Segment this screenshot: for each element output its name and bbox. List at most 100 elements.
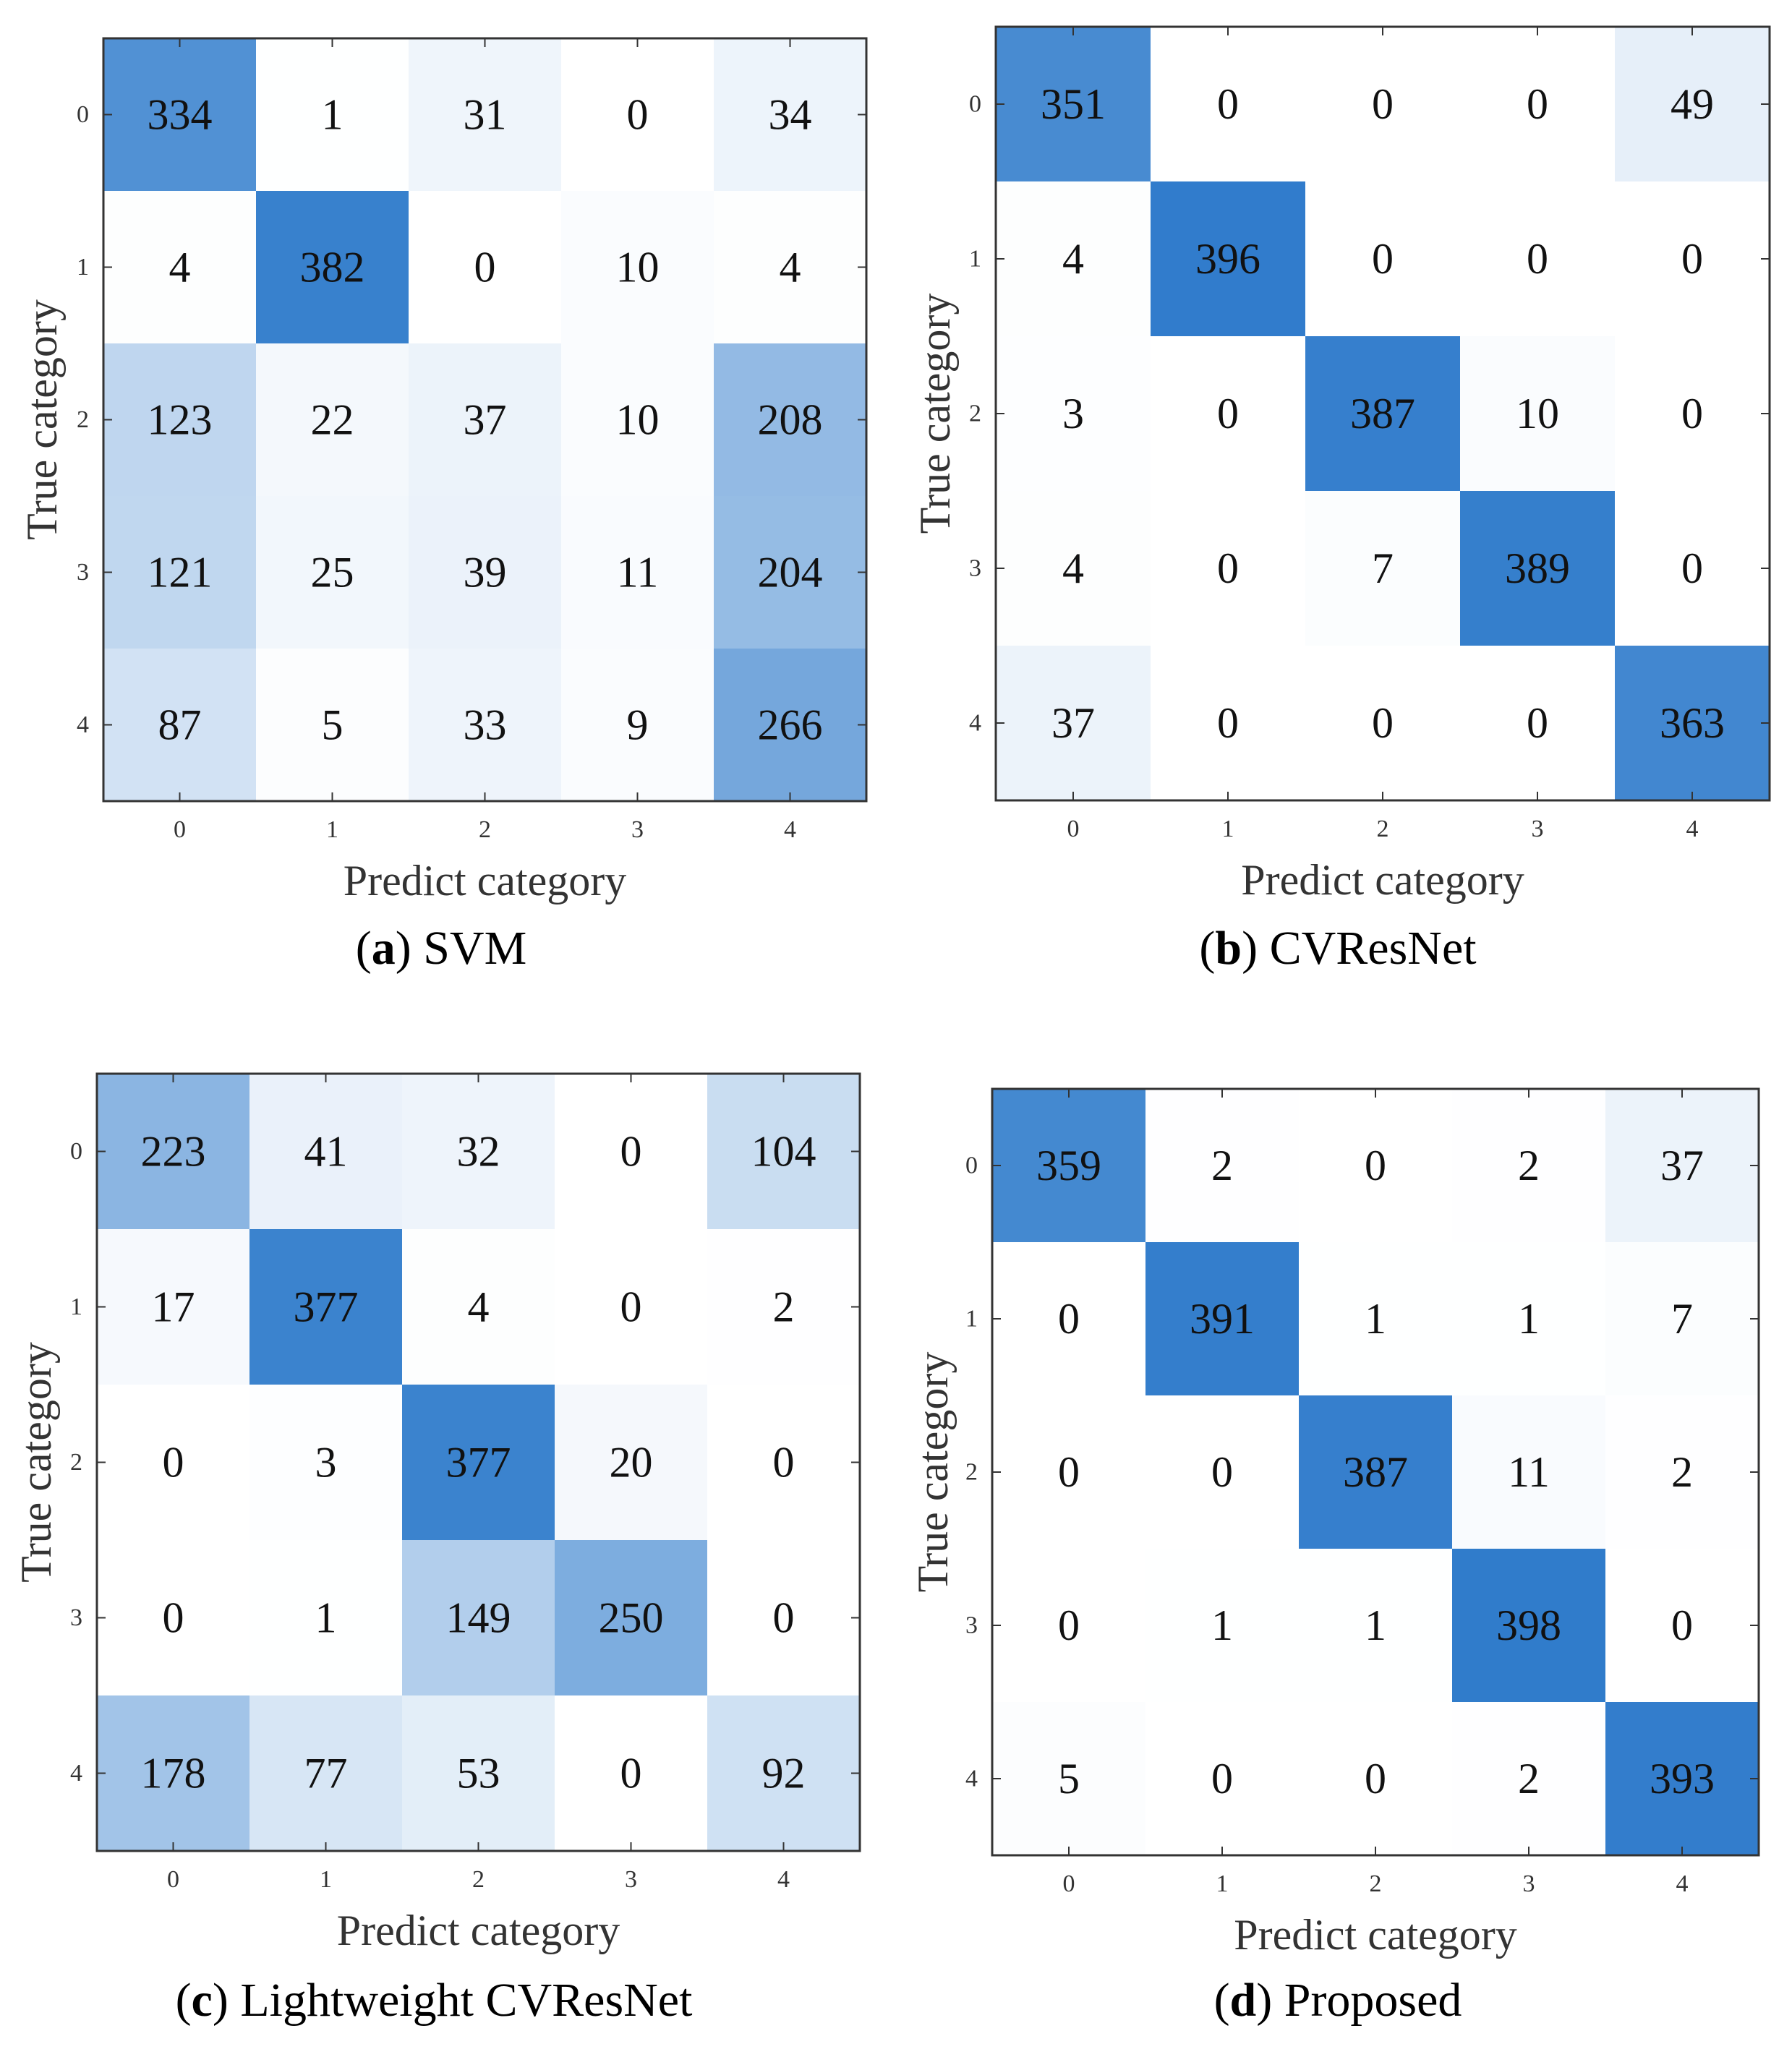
heatmap-cell-r3-c0	[992, 1549, 1145, 1702]
cell-label-r1-c0: 17	[152, 1283, 195, 1331]
x-tick-label: 1	[326, 816, 338, 843]
heatmap-cell-r4-c0	[992, 1702, 1145, 1855]
y-axis-title: True category	[18, 299, 66, 540]
y-axis-title: True category	[909, 1352, 957, 1593]
heatmap-cell-r0-c4	[714, 38, 866, 191]
heatmap-cell-r3-c2	[1299, 1549, 1452, 1702]
cell-label-r1-c2: 4	[468, 1283, 490, 1331]
cell-label-r0-c1: 2	[1211, 1142, 1233, 1189]
cell-label-r3-c3: 250	[599, 1594, 664, 1642]
x-tick-label: 1	[320, 1866, 332, 1893]
cell-label-r2-c4: 0	[1681, 390, 1703, 437]
heatmap-cell-r1-c2	[1299, 1242, 1452, 1395]
x-tick-label: 0	[174, 816, 186, 843]
y-tick-label: 4	[969, 710, 981, 737]
heatmap-cell-r0-c1	[256, 38, 409, 191]
cell-label-r2-c3: 10	[616, 396, 660, 444]
x-tick-label: 2	[479, 816, 491, 843]
heatmap-cell-r3-c1	[1145, 1549, 1299, 1702]
heatmap-cell-r0-c1	[1145, 1089, 1299, 1242]
x-tick-label: 2	[1370, 1870, 1382, 1897]
heatmap-cell-r0-c4	[1615, 27, 1770, 181]
cell-label-r3-c4: 0	[1681, 544, 1703, 592]
heatmap-cell-r1-c3	[561, 191, 714, 343]
cell-label-r2-c1: 0	[1217, 390, 1239, 437]
heatmap-cell-r3-c1	[256, 496, 409, 649]
cell-label-r1-c0: 0	[1058, 1295, 1080, 1343]
cell-label-r4-c2: 0	[1372, 699, 1394, 747]
heatmap-cell-r1-c3	[1460, 181, 1615, 336]
heatmap-cell-r1-c4	[1605, 1242, 1759, 1395]
y-tick-label: 0	[965, 1152, 978, 1179]
x-tick-label: 4	[1676, 1870, 1689, 1897]
heatmap-cell-r0-c2	[409, 38, 561, 191]
cell-label-r3-c4: 0	[773, 1594, 795, 1642]
cell-label-r0-c3: 0	[620, 1128, 642, 1176]
cell-label-r4-c3: 2	[1518, 1755, 1540, 1802]
cell-label-r0-c4: 37	[1660, 1142, 1704, 1189]
heatmap-cell-r1-c4	[707, 1229, 860, 1385]
heatmap-cell-r0-c0	[992, 1089, 1145, 1242]
cell-label-r1-c3: 0	[1527, 235, 1548, 283]
cell-label-r2-c4: 208	[758, 396, 823, 444]
cell-label-r0-c2: 32	[457, 1128, 500, 1176]
heatmap-cell-r0-c3	[561, 38, 714, 191]
cell-label-r4-c1: 5	[322, 701, 344, 749]
caption-text: SVM	[423, 922, 526, 975]
cell-label-r1-c3: 10	[616, 244, 660, 291]
heatmap-cell-r0-c3	[555, 1074, 707, 1229]
heatmap-cell-r4-c2	[402, 1695, 555, 1851]
heatmap-cell-r1-c4	[1615, 181, 1770, 336]
panel-caption: (d) Proposed	[1214, 1974, 1462, 2027]
heatmap-cell-r2-c4	[1615, 336, 1770, 491]
panel-caption: (a) SVM	[356, 922, 527, 975]
cell-label-r4-c0: 5	[1058, 1755, 1080, 1802]
cell-label-r1-c3: 0	[620, 1283, 642, 1331]
heatmap-cell-r3-c4	[1615, 491, 1770, 646]
cell-label-r1-c0: 4	[1062, 235, 1084, 283]
y-tick-label: 4	[965, 1766, 978, 1792]
y-tick-label: 0	[969, 91, 981, 118]
heatmap-cell-r4-c2	[409, 649, 561, 801]
cell-label-r0-c0: 351	[1041, 80, 1106, 128]
x-tick-label: 0	[167, 1866, 179, 1893]
heatmap-cell-r3-c0	[996, 491, 1151, 646]
heatmap-cell-r2-c2	[409, 343, 561, 496]
heatmap-cell-r2-c3	[555, 1385, 707, 1540]
cell-label-r3-c3: 11	[617, 549, 659, 596]
heatmap-cell-r3-c3	[561, 496, 714, 649]
cell-label-r4-c1: 77	[304, 1750, 348, 1797]
cell-label-r3-c2: 39	[464, 549, 507, 596]
x-tick-label: 3	[1523, 1870, 1535, 1897]
heatmap-cell-r2-c4	[1605, 1395, 1759, 1549]
cell-label-r4-c4: 393	[1650, 1755, 1715, 1802]
heatmap-cell-r2-c2	[1299, 1395, 1452, 1549]
caption-letter: c	[192, 1974, 213, 2027]
y-axis-title: True category	[12, 1342, 60, 1583]
cell-label-r4-c2: 33	[464, 701, 507, 749]
heatmap-cell-r1-c2	[409, 191, 561, 343]
caption-letter: b	[1215, 922, 1242, 975]
heatmap-cell-r4-c1	[1151, 646, 1305, 800]
heatmap-cell-r4-c3	[555, 1695, 707, 1851]
y-tick-label: 1	[965, 1306, 978, 1333]
cell-label-r2-c3: 11	[1508, 1448, 1550, 1496]
cell-label-r4-c1: 0	[1211, 1755, 1233, 1802]
heatmap-cell-r2-c3	[1452, 1395, 1605, 1549]
cell-label-r2-c2: 387	[1350, 390, 1415, 437]
cell-label-r2-c4: 2	[1671, 1448, 1693, 1496]
cell-label-r4-c4: 363	[1660, 699, 1725, 747]
cell-label-r0-c0: 223	[141, 1128, 206, 1176]
cell-label-r3-c1: 1	[315, 1594, 337, 1642]
panel-caption: (b) CVResNet	[1199, 922, 1476, 975]
heatmap-cell-r0-c3	[1460, 27, 1615, 181]
caption-open-paren: (	[176, 1974, 192, 2027]
caption-letter: a	[372, 922, 396, 975]
cell-label-r0-c4: 104	[751, 1128, 816, 1176]
cell-label-r1-c2: 1	[1365, 1295, 1386, 1343]
y-tick-label: 4	[70, 1760, 82, 1787]
heatmap-cell-r2-c0	[103, 343, 256, 496]
caption-close-paren: )	[1242, 922, 1269, 975]
